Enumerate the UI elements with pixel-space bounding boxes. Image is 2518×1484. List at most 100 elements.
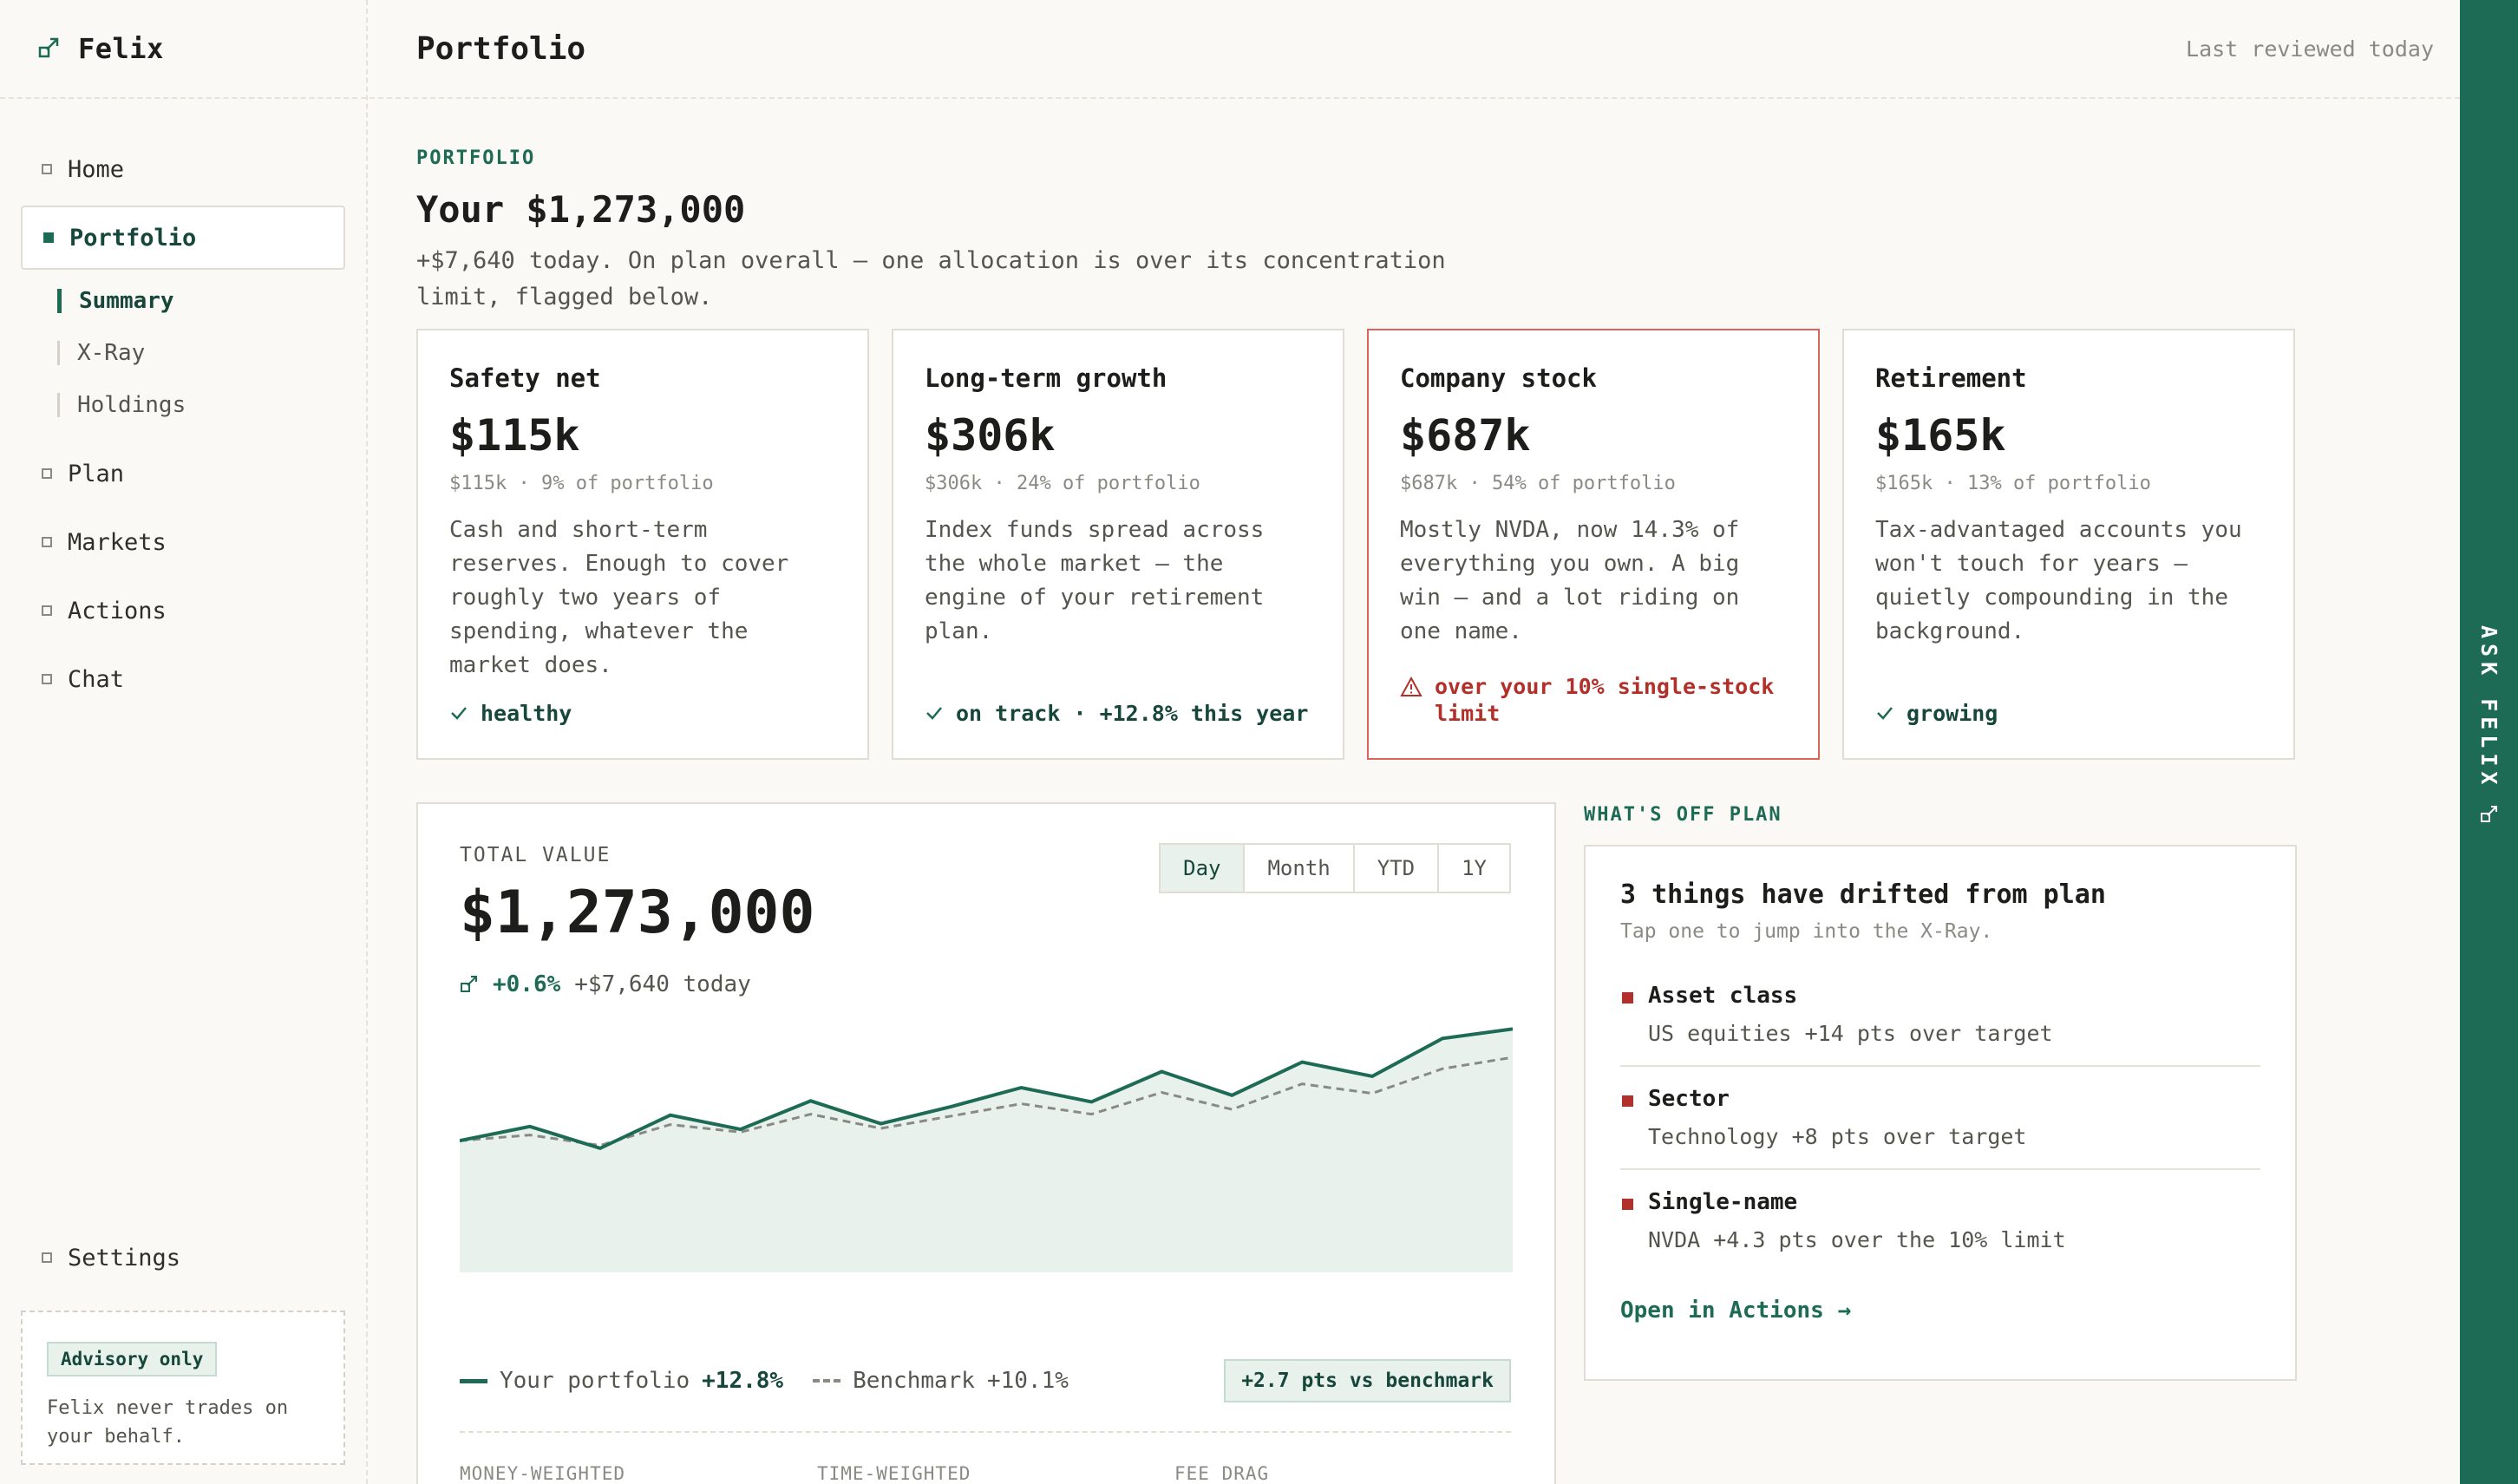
offplan-item-asset-class[interactable]: Asset class US equities +14 pts over tar… xyxy=(1620,964,2260,1067)
performance-chart xyxy=(460,1027,1513,1272)
card-status: over your 10% single-stock limit xyxy=(1400,673,1792,727)
card-status-text: growing xyxy=(1906,701,1998,726)
main-nav: Home Portfolio Summary X-Ray Holdings Pl… xyxy=(0,99,366,711)
advisory-badge: Advisory only xyxy=(47,1342,218,1376)
card-meta: $687k · 54% of portfolio xyxy=(1400,473,1676,494)
open-in-actions-link[interactable]: Open in Actions → xyxy=(1620,1298,1852,1324)
range-day-button[interactable]: Day xyxy=(1161,845,1246,892)
portfolio-summary: +$7,640 today. On plan overall — one all… xyxy=(416,247,1446,311)
total-value: $1,273,000 xyxy=(460,879,815,947)
alert-marker xyxy=(1622,1199,1633,1210)
offplan-subtitle: Tap one to jump into the X-Ray. xyxy=(1620,920,1993,943)
square-icon xyxy=(43,232,54,243)
nav-item-actions[interactable]: Actions xyxy=(21,579,345,643)
nav-item-chat[interactable]: Chat xyxy=(21,647,345,711)
ask-felix-rail[interactable]: ASK FELIX xyxy=(2460,0,2518,1484)
card-value: $115k xyxy=(449,410,580,461)
change-percent: +0.6% xyxy=(493,971,561,997)
range-month-button[interactable]: Month xyxy=(1245,845,1355,892)
square-icon xyxy=(42,605,52,616)
nav-item-settings[interactable]: Settings xyxy=(21,1226,345,1290)
allocation-card-safety-net[interactable]: Safety net $115k $115k · 9% of portfolio… xyxy=(416,329,869,760)
indent-bar xyxy=(57,393,60,417)
trend-up-icon xyxy=(461,976,477,992)
benchmark-delta-badge: +2.7 pts vs benchmark xyxy=(1224,1359,1511,1402)
card-description: Tax-advantaged accounts you won't touch … xyxy=(1875,517,2242,644)
chart-legend: Your portfolio +12.8% Benchmark +10.1% +… xyxy=(460,1359,1511,1402)
square-icon xyxy=(42,1252,52,1263)
change-amount: +$7,640 today xyxy=(574,971,751,997)
card-description: Mostly NVDA, now 14.3% of everything you… xyxy=(1400,517,1740,644)
indent-bar xyxy=(57,341,60,365)
nav-item-home[interactable]: Home xyxy=(21,137,345,201)
sidebar: Felix Home Portfolio Summary X-Ray Holdi… xyxy=(0,0,368,1484)
offplan-item-title: Sector xyxy=(1648,1086,1730,1112)
card-status-text: over your 10% single-stock limit xyxy=(1435,674,1775,726)
legend-swatch xyxy=(460,1378,487,1383)
offplan-eyebrow: WHAT'S OFF PLAN xyxy=(1584,804,1782,826)
offplan-list: Asset class US equities +14 pts over tar… xyxy=(1620,964,2260,1272)
return-metrics: MONEY-WEIGHTED TIME-WEIGHTED FEE DRAG xyxy=(460,1463,1532,1484)
offplan-item-detail: Technology +8 pts over target xyxy=(1648,1124,2027,1149)
alert-marker xyxy=(1622,1095,1633,1107)
nav-item-plan[interactable]: Plan xyxy=(21,441,345,506)
subnav-item-holdings[interactable]: Holdings xyxy=(57,379,345,431)
range-selector: Day Month YTD 1Y xyxy=(1159,843,1511,893)
total-value-label: TOTAL VALUE xyxy=(460,844,612,866)
card-status: on track · +12.8% this year xyxy=(925,700,1317,727)
warning-icon xyxy=(1400,677,1423,696)
portfolio-total-title: Your $1,273,000 xyxy=(416,188,746,231)
sidebar-footer-nav: Settings xyxy=(21,1226,345,1294)
last-reviewed: Last reviewed today xyxy=(2186,36,2434,62)
allocation-card-company-stock[interactable]: Company stock $687k $687k · 54% of portf… xyxy=(1367,329,1820,760)
portfolio-subnav: Summary X-Ray Holdings xyxy=(21,275,345,431)
subnav-item-x-ray[interactable]: X-Ray xyxy=(57,327,345,379)
card-status: growing xyxy=(1875,700,2267,727)
card-status: healthy xyxy=(449,700,841,727)
allocation-card-retirement[interactable]: Retirement $165k $165k · 13% of portfoli… xyxy=(1842,329,2295,760)
offplan-item-detail: US equities +14 pts over target xyxy=(1648,1021,2053,1046)
range-ytd-button[interactable]: YTD xyxy=(1355,845,1440,892)
square-icon xyxy=(42,674,52,684)
nav-item-label: Chat xyxy=(68,665,125,693)
check-icon xyxy=(926,707,942,720)
metric-fee-drag: FEE DRAG xyxy=(1174,1463,1270,1484)
range-1y-button[interactable]: 1Y xyxy=(1462,856,1487,880)
check-icon xyxy=(1877,707,1893,720)
brand[interactable]: Felix xyxy=(0,0,366,99)
nav-item-label: Markets xyxy=(68,528,167,556)
offplan-item-sector[interactable]: Sector Technology +8 pts over target xyxy=(1620,1067,2260,1170)
offplan-item-detail: NVDA +4.3 pts over the 10% limit xyxy=(1648,1227,2066,1252)
ask-felix-label: ASK FELIX xyxy=(2476,624,2502,790)
legend-portfolio: Your portfolio +12.8% xyxy=(460,1368,783,1394)
square-icon xyxy=(42,537,52,547)
nav-item-label: Actions xyxy=(68,597,167,624)
offplan-title: 3 things have drifted from plan xyxy=(1620,879,2106,910)
nav-item-label: Settings xyxy=(68,1244,181,1272)
portfolio-area xyxy=(460,1029,1513,1272)
legend-portfolio-label: Your portfolio xyxy=(500,1368,690,1394)
active-indicator xyxy=(57,289,62,313)
nav-item-portfolio[interactable]: Portfolio xyxy=(21,206,345,270)
allocation-cards: Safety net $115k $115k · 9% of portfolio… xyxy=(416,329,2295,760)
offplan-panel: 3 things have drifted from plan Tap one … xyxy=(1584,845,2297,1381)
card-value: $165k xyxy=(1875,410,2006,461)
allocation-card-long-term-growth[interactable]: Long-term growth $306k $306k · 24% of po… xyxy=(892,329,1344,760)
offplan-item-title: Single-name xyxy=(1648,1189,1798,1215)
card-status-text: healthy xyxy=(481,701,572,726)
metric-time-weighted: TIME-WEIGHTED xyxy=(817,1463,971,1484)
page-title: Portfolio xyxy=(416,30,586,67)
nav-item-markets[interactable]: Markets xyxy=(21,510,345,574)
subnav-item-label: X-Ray xyxy=(77,340,146,366)
advisory-note: Advisory only Felix never trades on your… xyxy=(21,1311,345,1465)
portfolio-hero: PORTFOLIO Your $1,273,000 +$7,640 today.… xyxy=(416,147,1457,316)
offplan-item-single-name[interactable]: Single-name NVDA +4.3 pts over the 10% l… xyxy=(1620,1170,2260,1272)
card-description: Index funds spread across the whole mark… xyxy=(925,517,1265,644)
portfolio-line xyxy=(460,1027,1513,1151)
subnav-item-summary[interactable]: Summary xyxy=(57,275,345,327)
logo-icon xyxy=(38,37,59,58)
card-value: $306k xyxy=(925,410,1056,461)
nav-item-label: Plan xyxy=(68,460,125,487)
legend-swatch xyxy=(813,1379,841,1383)
app-name: Felix xyxy=(78,32,164,65)
